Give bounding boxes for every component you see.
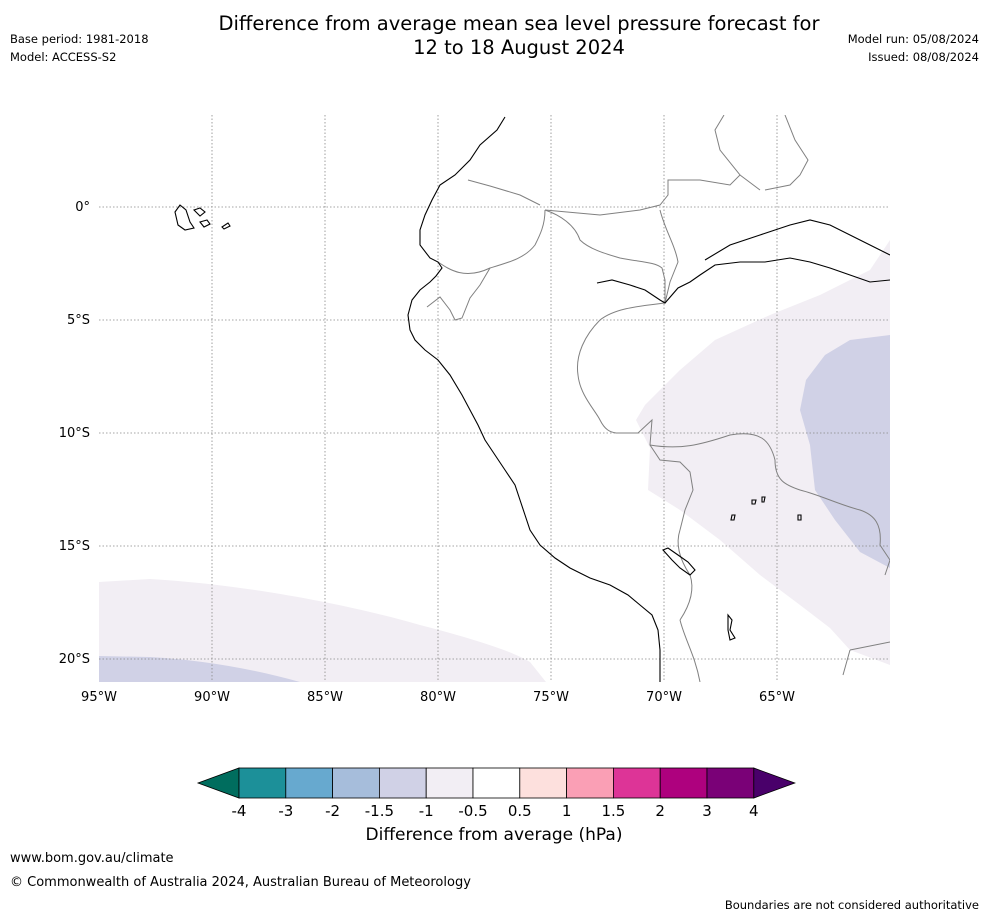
longitude-label: 85°W — [307, 690, 343, 705]
colorbar-tick-label: -2 — [325, 802, 340, 820]
border-colombia-peru — [544, 209, 666, 303]
anomaly-area-east — [800, 335, 890, 568]
colorbar-tick-label: 1 — [562, 802, 572, 820]
longitude-label: 80°W — [420, 690, 456, 705]
model-name: Model: ACCESS-S2 — [10, 50, 117, 64]
colorbar-segment — [613, 767, 661, 799]
latitude-label: 20°S — [59, 652, 90, 667]
colorbar-extend-low — [196, 767, 240, 799]
latitude-label: 15°S — [59, 539, 90, 554]
border-colombia-ecuador — [437, 209, 546, 274]
anomaly-area-southwest — [99, 656, 300, 682]
colorbar-tick-label: 4 — [749, 802, 759, 820]
colorbar-tick-label: 2 — [655, 802, 665, 820]
border-colombia-brazil — [659, 209, 679, 304]
colorbar-tick-label: -4 — [232, 802, 247, 820]
galapagos-island-1 — [174, 204, 195, 231]
lake-poopo — [727, 613, 736, 641]
galapagos-island-4 — [221, 222, 231, 230]
chart-title: Difference from average mean sea level p… — [0, 12, 988, 60]
longitude-label: 75°W — [533, 690, 569, 705]
colorbar-segment — [285, 767, 333, 799]
colorbar-segment — [659, 767, 708, 799]
latitude-label: 5°S — [67, 313, 90, 328]
longitude-label: 90°W — [194, 690, 230, 705]
colorbar-segment — [706, 767, 755, 799]
border-bolivia-paraguay — [842, 641, 890, 676]
colorbar-extend-high — [753, 767, 796, 799]
small-island-4 — [797, 514, 802, 521]
colorbar-tick-label: -1 — [419, 802, 434, 820]
country-borders — [426, 115, 890, 682]
colorbar-tick-label: -1.5 — [365, 802, 394, 820]
galapagos-island-3 — [199, 219, 211, 228]
border-brazil-north — [739, 115, 809, 191]
colorbar-segment — [378, 767, 427, 799]
border-bolivia-brazil — [649, 433, 890, 576]
border-chile-bolivia — [679, 619, 701, 682]
coastlines — [174, 116, 890, 682]
colorbar-segment — [566, 767, 614, 799]
galapagos-island-2 — [192, 207, 206, 217]
longitude-label: 65°W — [759, 690, 795, 705]
colorbar-tick-label: 3 — [702, 802, 712, 820]
colorbar-tick-label: -3 — [278, 802, 293, 820]
coastline-river-north — [704, 219, 890, 261]
colorbar-segment — [238, 767, 287, 799]
title-line-1: Difference from average mean sea level p… — [218, 12, 820, 35]
base-period: Base period: 1981-2018 — [10, 32, 149, 46]
colorbar-tick-label: 0.5 — [508, 802, 532, 820]
colorbar-segment — [332, 767, 380, 799]
anomaly-area-east-light — [636, 240, 890, 665]
title-line-2: 12 to 18 August 2024 — [413, 36, 625, 59]
longitude-label: 70°W — [646, 690, 682, 705]
coastline-pacific — [407, 116, 661, 682]
coastline-amazon-river — [596, 257, 890, 304]
colorbar-tick-label: -0.5 — [458, 802, 487, 820]
latitude-label: 10°S — [59, 426, 90, 441]
small-island-3 — [761, 496, 766, 503]
map: 95°W 90°W 85°W 80°W 75°W 70°W 65°W 0° 5°S 10°S 15… — [59, 115, 890, 705]
meta-right: Model run: 05/08/2024 Issued: 08/08/2024 — [848, 30, 979, 66]
colorbar-tick-label: 1.5 — [601, 802, 625, 820]
colorbar-segment — [519, 767, 567, 799]
colorbar-segment — [472, 767, 521, 799]
colorbar: -4 -3 -2 -1.5 -1 -0.5 0.5 1 1.5 2 3 4 — [196, 767, 796, 820]
colorbar-label: Difference from average (hPa) — [365, 825, 623, 845]
border-peru-brazil — [576, 302, 694, 531]
lake-titicaca — [662, 547, 696, 576]
colorbar-segment — [425, 767, 474, 799]
latitude-label: 0° — [75, 200, 90, 215]
model-run: Model run: 05/08/2024 — [847, 32, 979, 46]
anomaly-area-southwest-light — [99, 579, 546, 682]
border-ecuador-peru — [426, 267, 491, 321]
meta-left: Base period: 1981-2018 Model: ACCESS-S2 — [10, 30, 149, 66]
footer-url[interactable]: www.bom.gov.au/climate — [10, 851, 174, 866]
issued-date: Issued: 08/08/2024 — [868, 50, 979, 64]
footer-copyright: © Commonwealth of Australia 2024, Austra… — [10, 875, 471, 890]
border-colombia-venezuela — [467, 115, 741, 216]
small-island-1 — [730, 514, 736, 521]
small-island-2 — [751, 499, 757, 505]
footer-note: Boundaries are not considered authoritat… — [724, 898, 979, 912]
longitude-label: 95°W — [81, 690, 117, 705]
